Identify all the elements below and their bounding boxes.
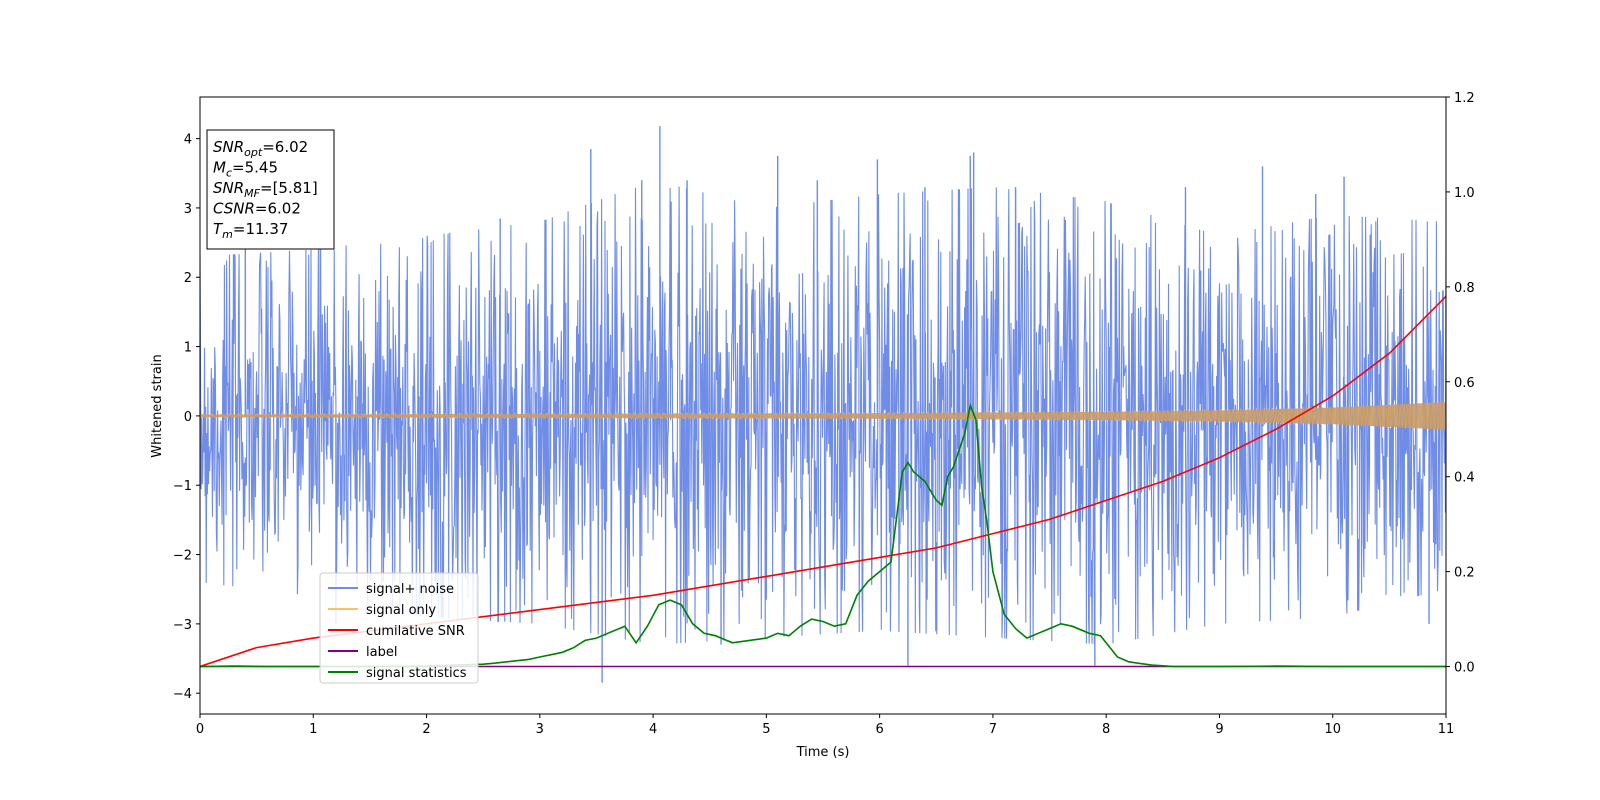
legend-label: signal only — [366, 603, 436, 618]
x-tick-label: 10 — [1324, 722, 1341, 737]
y-tick-label: 2 — [184, 271, 192, 286]
legend: signal+ noise signal only cumilative SNR la… — [319, 572, 479, 684]
y2-tick-label: 1.0 — [1454, 186, 1475, 201]
y-axis-label: Whitened strain — [150, 354, 165, 457]
x-tick-label: 4 — [649, 722, 657, 737]
x-tick-label: 1 — [309, 722, 317, 737]
x-tick-label: 6 — [875, 722, 883, 737]
y2-tick-label: 0.6 — [1454, 376, 1475, 391]
y-tick-label: 4 — [184, 133, 192, 148]
y-tick-label: −3 — [173, 618, 192, 633]
y-tick-label: −4 — [173, 687, 192, 702]
annotation-line: SNRopt=6.02 — [213, 138, 308, 159]
y-tick-label: 1 — [184, 341, 192, 356]
annotation-line: CSNR=6.02 — [213, 200, 301, 218]
legend-label: signal+ noise — [366, 582, 454, 597]
y-tick-label: −1 — [173, 479, 192, 494]
signal-only-envelope — [200, 402, 1446, 430]
legend-label: cumilative SNR — [366, 624, 465, 639]
x-tick-label: 11 — [1438, 722, 1455, 737]
annotation-line: SNRMF=[5.81] — [213, 179, 318, 200]
y2-tick-label: 0.0 — [1454, 661, 1475, 676]
series-signal-statistics — [200, 402, 1446, 668]
y2-tick-label: 0.8 — [1454, 281, 1475, 296]
y2-tick-label: 1.2 — [1454, 91, 1475, 106]
x-tick-label: 2 — [422, 722, 430, 737]
annotation-line: Mc=5.45 — [213, 159, 278, 180]
y-tick-label: 0 — [184, 410, 192, 425]
x-tick-label: 7 — [989, 722, 997, 737]
y-tick-label: −2 — [173, 549, 192, 564]
x-tick-label: 3 — [536, 722, 544, 737]
y-tick-label: 3 — [184, 202, 192, 217]
plot-frame — [199, 96, 1447, 715]
y2-tick-label: 0.2 — [1454, 566, 1475, 581]
y2-tick-label: 0.4 — [1454, 471, 1475, 486]
legend-label: label — [366, 645, 397, 660]
legend-label: signal statistics — [366, 666, 467, 681]
x-tick-label: 5 — [762, 722, 770, 737]
x-axis-label: Time (s) — [796, 745, 850, 760]
y-axis-right: 0.0 0.2 0.4 0.6 0.8 1.0 1.2 — [1446, 91, 1475, 676]
x-tick-label: 9 — [1215, 722, 1223, 737]
x-tick-label: 0 — [196, 722, 204, 737]
series-signal-noise — [200, 186, 1446, 644]
x-tick-label: 8 — [1102, 722, 1110, 737]
x-axis: 0 1 2 3 4 5 6 7 8 9 10 11 — [196, 714, 1454, 737]
annotation-line: Tm=11.37 — [213, 220, 288, 241]
y-axis-left: −4 −3 −2 −1 0 1 2 3 4 — [173, 133, 200, 702]
